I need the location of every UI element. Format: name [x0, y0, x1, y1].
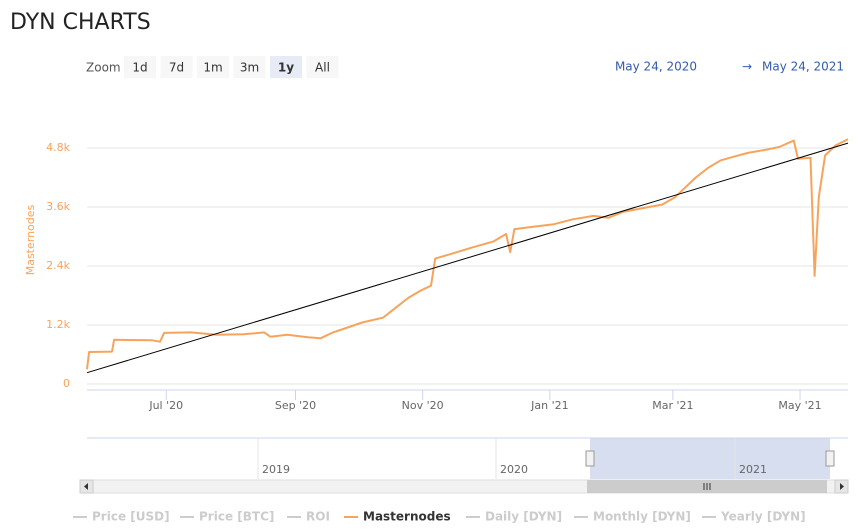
range-arrow: →	[742, 60, 752, 74]
x-tick-label: Mar '21	[652, 399, 693, 412]
zoom-button-label[interactable]: 7d	[169, 61, 184, 75]
scroll-right-arrow	[840, 483, 844, 490]
zoom-button-label[interactable]: 3m	[240, 61, 259, 75]
y-tick-label: 2.4k	[46, 259, 70, 272]
trend-line	[86, 142, 849, 374]
navigator-label: 2021	[739, 463, 767, 476]
navigator-mask[interactable]	[590, 438, 830, 479]
zoom-button[interactable]	[233, 56, 266, 78]
zoom-button[interactable]	[197, 56, 229, 78]
zoom-button-label[interactable]: All	[315, 61, 330, 75]
legend-item[interactable]: Masternodes	[363, 510, 451, 524]
range-to[interactable]: May 24, 2021	[762, 60, 844, 74]
x-tick-label: Jan '21	[530, 399, 568, 412]
navigator-handle[interactable]	[585, 450, 595, 467]
navigator: 2019 2020 2021	[79, 437, 849, 494]
x-tick-label: Nov '20	[402, 399, 444, 412]
navigator-label: 2019	[262, 463, 290, 476]
zoom-label: Zoom	[86, 61, 121, 75]
navigator-label: 2020	[500, 463, 528, 476]
zoom-button[interactable]	[124, 56, 156, 78]
zoom-button[interactable]	[306, 56, 339, 78]
y-tick-label: 4.8k	[46, 141, 70, 154]
x-tick-label: Sep '20	[275, 399, 316, 412]
y-axis-title: Masternodes	[24, 204, 37, 275]
scroll-left-arrow	[84, 483, 88, 490]
legend-item[interactable]: Price [BTC]	[199, 510, 274, 524]
x-tick-label: Jul '20	[148, 399, 183, 412]
series-line	[86, 138, 849, 370]
page-title: DYN CHARTS	[10, 10, 151, 35]
zoom-button[interactable]	[160, 56, 193, 78]
y-tick-label: 1.2k	[46, 318, 70, 331]
scrollbar-grip	[703, 483, 711, 490]
zoom-button-label[interactable]: 1d	[132, 61, 147, 75]
range-from[interactable]: May 24, 2020	[615, 60, 697, 74]
legend-item[interactable]: Yearly [DYN]	[720, 510, 806, 524]
legend-item[interactable]: Monthly [DYN]	[593, 510, 691, 524]
y-tick-label: 0	[63, 377, 70, 390]
zoom-button-label[interactable]: 1y	[278, 61, 294, 75]
y-tick-label: 3.6k	[46, 200, 70, 213]
x-tick-label: May '21	[778, 399, 821, 412]
navigator-handle[interactable]	[825, 450, 835, 467]
legend-item[interactable]: Price [USD]	[92, 510, 170, 524]
zoom-button[interactable]	[270, 56, 302, 78]
legend-item[interactable]: Daily [DYN]	[485, 510, 562, 524]
zoom-button-label[interactable]: 1m	[203, 61, 222, 75]
legend-item[interactable]: ROI	[306, 510, 330, 524]
